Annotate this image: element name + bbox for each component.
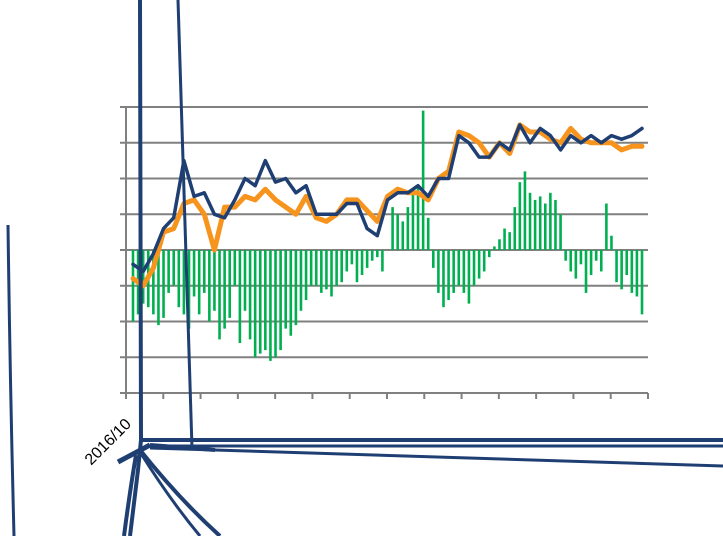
- stray-stroke: [128, 0, 144, 536]
- stray-stroke: [149, 446, 723, 468]
- axes: [125, 107, 648, 394]
- stray-stroke: [122, 454, 138, 536]
- stray-stroke: [176, 0, 194, 449]
- stray-stroke: [116, 442, 152, 465]
- x-tick-labels: 2016/10: [82, 416, 135, 469]
- stray-stroke: [138, 448, 222, 536]
- stray-stroke: [138, 451, 202, 536]
- stray-stroke: [149, 443, 216, 452]
- navy-line: [131, 123, 644, 274]
- stray-stroke: [6, 224, 16, 536]
- x-tick-label: 2016/10: [82, 416, 135, 469]
- line-series: [130, 122, 645, 289]
- stray-strokes: [6, 0, 723, 536]
- green-bar-series: [131, 110, 644, 361]
- orange-line: [130, 122, 645, 289]
